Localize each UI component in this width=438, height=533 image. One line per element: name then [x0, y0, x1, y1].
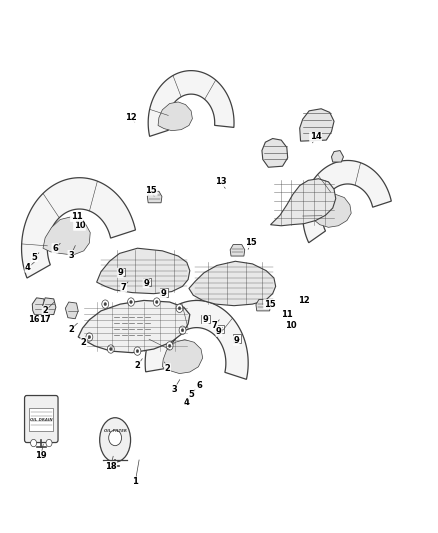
Circle shape: [107, 345, 114, 353]
Ellipse shape: [100, 418, 131, 462]
Circle shape: [31, 439, 37, 447]
Polygon shape: [147, 191, 162, 203]
Polygon shape: [262, 139, 288, 167]
Polygon shape: [332, 150, 343, 162]
Text: OIL DRAIN: OIL DRAIN: [30, 417, 53, 422]
Text: 2: 2: [68, 325, 74, 334]
Polygon shape: [145, 301, 248, 379]
Polygon shape: [158, 102, 192, 131]
Text: 16: 16: [28, 316, 39, 324]
Text: 3: 3: [171, 385, 177, 394]
Circle shape: [136, 350, 139, 353]
Text: 9: 9: [202, 316, 208, 324]
Polygon shape: [256, 300, 271, 311]
Text: 6: 6: [52, 244, 58, 253]
Circle shape: [46, 439, 52, 447]
Text: 11: 11: [281, 310, 293, 319]
Text: 2: 2: [42, 306, 48, 316]
Circle shape: [104, 303, 106, 306]
Circle shape: [102, 300, 109, 308]
Text: 12: 12: [125, 113, 137, 122]
Polygon shape: [42, 298, 56, 314]
Text: 2: 2: [81, 338, 87, 347]
Circle shape: [130, 301, 132, 304]
Text: 4: 4: [184, 398, 190, 407]
Text: 1: 1: [132, 477, 138, 486]
Polygon shape: [21, 177, 135, 278]
Text: 6: 6: [197, 381, 203, 390]
Text: 9: 9: [160, 289, 166, 298]
Circle shape: [127, 298, 134, 306]
Text: 19: 19: [35, 451, 47, 460]
Circle shape: [166, 342, 173, 350]
Polygon shape: [160, 288, 168, 297]
Circle shape: [181, 329, 184, 332]
Circle shape: [110, 348, 112, 351]
Circle shape: [168, 344, 171, 348]
Polygon shape: [201, 314, 209, 323]
Text: 9: 9: [233, 336, 239, 345]
Text: 4: 4: [25, 263, 31, 272]
Polygon shape: [43, 217, 90, 255]
Text: 2: 2: [165, 364, 170, 373]
Polygon shape: [32, 298, 45, 314]
Text: 10: 10: [74, 221, 85, 230]
Text: 5: 5: [188, 390, 194, 399]
Text: 17: 17: [39, 316, 51, 324]
Circle shape: [176, 304, 183, 312]
Polygon shape: [233, 334, 241, 343]
Polygon shape: [215, 325, 224, 333]
Text: 15: 15: [245, 238, 257, 247]
Polygon shape: [300, 109, 334, 141]
Polygon shape: [65, 302, 78, 319]
Polygon shape: [314, 195, 351, 228]
FancyBboxPatch shape: [25, 395, 58, 442]
Polygon shape: [117, 268, 125, 276]
Polygon shape: [78, 301, 190, 353]
Circle shape: [178, 306, 181, 310]
Text: 15: 15: [145, 186, 157, 195]
FancyBboxPatch shape: [29, 408, 53, 431]
Polygon shape: [97, 248, 190, 294]
Text: 9: 9: [117, 268, 123, 277]
Circle shape: [153, 298, 160, 306]
Circle shape: [86, 333, 93, 341]
Circle shape: [155, 301, 158, 304]
Text: 9: 9: [143, 279, 149, 288]
Circle shape: [134, 347, 141, 356]
Text: 12: 12: [298, 296, 310, 305]
Polygon shape: [148, 71, 234, 136]
Text: 15: 15: [264, 300, 276, 309]
Text: 2: 2: [134, 361, 141, 370]
Text: 3: 3: [68, 251, 74, 260]
Polygon shape: [143, 278, 151, 286]
Text: 11: 11: [71, 212, 82, 221]
Text: 14: 14: [310, 133, 321, 141]
Circle shape: [88, 335, 91, 338]
Text: 13: 13: [215, 177, 227, 187]
Text: 7: 7: [121, 283, 127, 292]
Text: OIL FILTER: OIL FILTER: [104, 429, 127, 433]
Polygon shape: [230, 245, 245, 256]
Polygon shape: [162, 340, 203, 374]
Circle shape: [179, 326, 186, 334]
Text: 9: 9: [216, 327, 222, 336]
Text: 5: 5: [32, 253, 37, 262]
Polygon shape: [303, 160, 391, 243]
Text: 18: 18: [105, 462, 117, 471]
Text: 10: 10: [285, 320, 297, 329]
Polygon shape: [189, 261, 276, 306]
Ellipse shape: [109, 430, 122, 446]
Text: 7: 7: [212, 320, 218, 329]
Polygon shape: [271, 179, 336, 226]
